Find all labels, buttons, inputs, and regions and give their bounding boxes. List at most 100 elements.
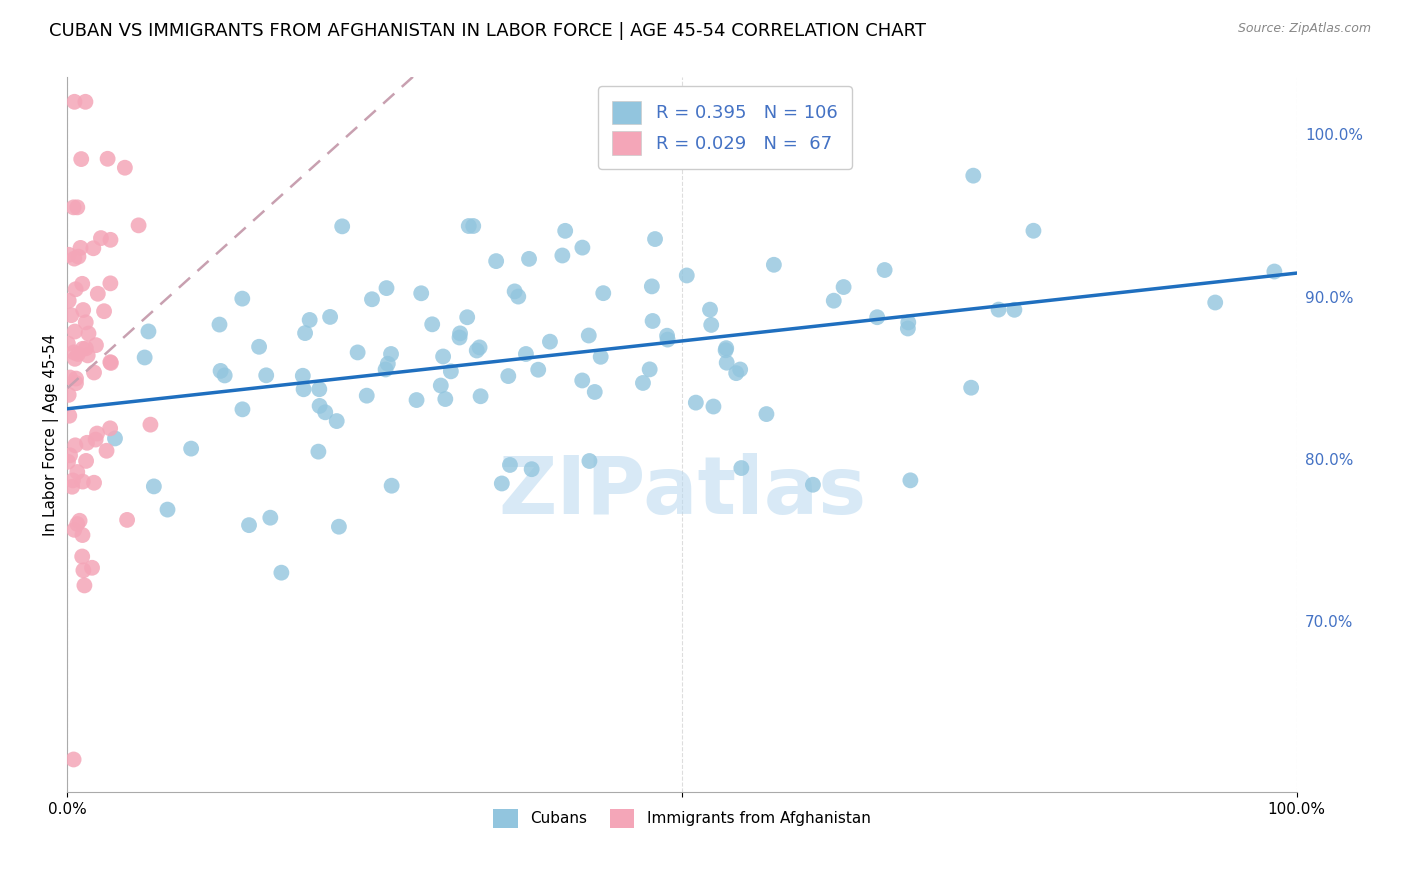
Point: [700, 318, 723, 332]
Point: [578, 454, 600, 468]
Point: [70, 549, 93, 564]
Point: [66, 465, 89, 479]
Point: [96, 443, 118, 458]
Point: [420, 318, 443, 332]
Point: [381, 479, 404, 493]
Point: [655, 328, 678, 343]
Point: [100, 277, 122, 291]
Point: [716, 356, 738, 370]
Point: [551, 248, 574, 262]
Point: [356, 389, 378, 403]
Point: [76, 348, 98, 362]
Point: [631, 376, 654, 390]
Point: [62, 752, 84, 766]
Point: [76, 435, 98, 450]
Point: [832, 280, 855, 294]
Point: [1022, 224, 1045, 238]
Point: [498, 369, 520, 384]
Point: [434, 392, 457, 406]
Point: [377, 357, 399, 371]
Point: [641, 279, 664, 293]
Point: [485, 254, 508, 268]
Point: [1002, 302, 1025, 317]
Point: [463, 219, 485, 233]
Point: [987, 302, 1010, 317]
Point: [66, 200, 89, 214]
Point: [823, 293, 845, 308]
Point: [638, 362, 661, 376]
Point: [73, 578, 96, 592]
Point: [75, 454, 97, 468]
Point: [98, 355, 121, 369]
Point: [70, 277, 93, 291]
Point: [515, 347, 537, 361]
Point: [98, 421, 121, 435]
Point: [375, 281, 398, 295]
Point: [72, 528, 94, 542]
Point: [69, 241, 91, 255]
Point: [72, 475, 94, 489]
Point: [325, 414, 347, 428]
Point: [725, 366, 748, 380]
Point: [62, 474, 84, 488]
Point: [72, 303, 94, 318]
Point: [308, 382, 330, 396]
Point: [728, 362, 751, 376]
Point: [292, 382, 315, 396]
Point: [508, 289, 530, 303]
Point: [115, 513, 138, 527]
Point: [517, 252, 540, 266]
Point: [592, 286, 614, 301]
Point: [270, 566, 292, 580]
Point: [730, 461, 752, 475]
Point: [449, 330, 471, 344]
Point: [897, 321, 920, 335]
Point: [583, 384, 606, 399]
Point: [699, 302, 721, 317]
Point: [465, 343, 488, 358]
Point: [962, 169, 984, 183]
Point: [59, 370, 82, 384]
Point: [104, 432, 127, 446]
Point: [59, 448, 82, 462]
Point: [56, 455, 79, 469]
Point: [960, 381, 983, 395]
Point: [432, 350, 454, 364]
Point: [100, 233, 122, 247]
Point: [873, 263, 896, 277]
Point: [84, 338, 107, 352]
Point: [231, 292, 253, 306]
Y-axis label: In Labor Force | Age 45-54: In Labor Force | Age 45-54: [44, 334, 59, 536]
Point: [83, 366, 105, 380]
Point: [65, 282, 87, 296]
Point: [142, 479, 165, 493]
Point: [380, 347, 402, 361]
Point: [75, 342, 97, 356]
Point: [63, 325, 86, 339]
Point: [138, 325, 160, 339]
Point: [440, 364, 463, 378]
Point: [56, 336, 79, 351]
Point: [65, 371, 87, 385]
Point: [238, 518, 260, 533]
Point: [80, 561, 103, 575]
Point: [214, 368, 236, 383]
Point: [93, 304, 115, 318]
Point: [134, 351, 156, 365]
Point: [208, 318, 231, 332]
Point: [65, 376, 87, 391]
Point: [866, 310, 889, 325]
Point: [58, 409, 80, 423]
Point: [139, 417, 162, 432]
Point: [330, 219, 353, 234]
Point: [308, 399, 330, 413]
Point: [641, 314, 664, 328]
Point: [63, 95, 86, 109]
Point: [430, 378, 453, 392]
Point: [84, 433, 107, 447]
Point: [527, 362, 550, 376]
Point: [675, 268, 697, 283]
Point: [75, 315, 97, 329]
Point: [411, 286, 433, 301]
Point: [468, 340, 491, 354]
